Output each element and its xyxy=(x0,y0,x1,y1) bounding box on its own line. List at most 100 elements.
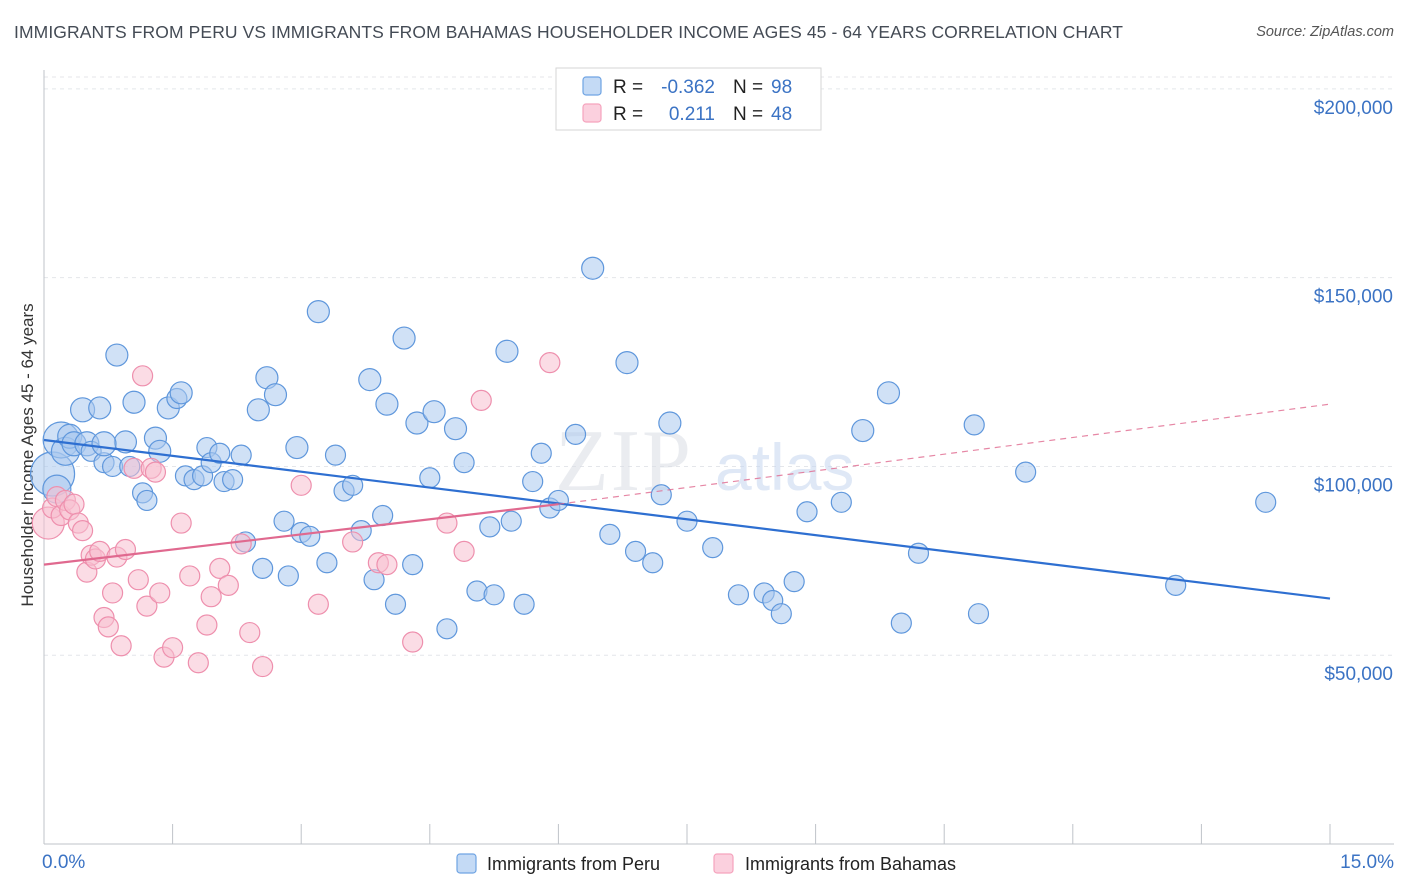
data-point-bahamas xyxy=(144,461,167,483)
bottom-legend-label-bahamas: Immigrants from Bahamas xyxy=(745,854,956,874)
legend-r-label-peru: R = xyxy=(613,77,643,98)
data-point-bahamas xyxy=(162,637,184,659)
data-point-bahamas xyxy=(402,631,424,653)
data-point-bahamas xyxy=(170,512,192,534)
y-tick-label: $200,000 xyxy=(1314,98,1393,119)
data-point-peru xyxy=(436,618,458,640)
data-point-bahamas xyxy=(239,621,261,644)
data-point-peru xyxy=(419,467,441,489)
data-point-bahamas xyxy=(97,616,119,638)
data-point-peru xyxy=(384,593,407,615)
data-point-peru xyxy=(273,510,295,532)
data-point-peru xyxy=(642,552,664,574)
data-point-peru xyxy=(830,491,852,513)
data-point-bahamas xyxy=(209,557,231,579)
data-point-peru xyxy=(495,339,519,363)
data-point-peru xyxy=(392,326,416,350)
data-point-peru xyxy=(443,417,468,441)
data-point-peru xyxy=(88,396,112,420)
data-point-bahamas xyxy=(290,474,312,496)
legend-r-value-bahamas: 0.211 xyxy=(669,104,715,125)
legend-n-value-bahamas: 48 xyxy=(771,104,792,125)
data-point-bahamas xyxy=(200,586,222,608)
data-point-peru xyxy=(513,593,535,615)
data-point-peru xyxy=(658,411,682,435)
series-bahamas-points xyxy=(31,352,561,678)
data-point-peru xyxy=(105,343,129,367)
data-point-peru xyxy=(770,603,792,625)
data-point-peru xyxy=(453,452,475,474)
bottom-legend-swatch-peru xyxy=(456,853,477,874)
data-point-bahamas xyxy=(342,531,364,553)
data-point-peru xyxy=(252,557,274,579)
data-point-bahamas xyxy=(307,593,329,615)
bottom-legend-swatch-bahamas xyxy=(713,853,734,874)
legend-n-label-bahamas: N = xyxy=(733,104,763,125)
data-point-peru xyxy=(358,368,382,392)
trend-lines xyxy=(43,403,1331,600)
data-point-peru xyxy=(851,418,875,443)
data-point-peru xyxy=(581,256,605,280)
data-point-peru xyxy=(263,383,288,407)
data-point-peru xyxy=(91,431,117,457)
data-point-peru xyxy=(530,442,552,464)
legend-r-value-peru: -0.362 xyxy=(661,77,715,98)
source-credit: Source: ZipAtlas.com xyxy=(1256,24,1394,40)
data-point-peru xyxy=(650,484,672,506)
data-point-bahamas xyxy=(187,652,209,674)
data-point-peru xyxy=(169,381,193,405)
series-peru-points xyxy=(29,256,1277,640)
trend-line-peru xyxy=(43,438,1331,600)
y-tick-label: $50,000 xyxy=(1324,664,1393,685)
bottom-legend: Immigrants from Peru Immigrants from Bah… xyxy=(456,853,956,874)
data-point-peru xyxy=(405,411,429,435)
data-point-peru xyxy=(375,392,399,416)
data-point-peru xyxy=(277,565,299,587)
data-point-bahamas xyxy=(71,520,94,542)
y-tick-label: $150,000 xyxy=(1314,287,1393,308)
data-point-peru xyxy=(324,444,347,466)
data-point-bahamas xyxy=(539,352,561,374)
chart-title: IMMIGRANTS FROM PERU VS IMMIGRANTS FROM … xyxy=(14,22,1124,42)
data-point-bahamas xyxy=(376,554,398,576)
data-point-bahamas xyxy=(63,493,85,515)
data-point-peru xyxy=(483,584,505,606)
data-point-bahamas xyxy=(131,365,154,387)
y-tick-label: $100,000 xyxy=(1314,475,1393,496)
legend-swatch-peru xyxy=(582,76,602,96)
data-point-peru xyxy=(209,442,231,464)
data-point-bahamas xyxy=(136,595,158,617)
data-point-peru xyxy=(285,435,309,460)
data-point-peru xyxy=(422,400,446,424)
x-tick-labels: 0.0% 15.0% xyxy=(42,852,1394,873)
data-point-bahamas xyxy=(149,582,171,604)
data-point-peru xyxy=(522,470,544,493)
x-tick-label-min: 0.0% xyxy=(42,852,85,873)
data-point-peru xyxy=(624,540,647,562)
watermark: ZIP atlas xyxy=(555,413,854,510)
bottom-legend-label-peru: Immigrants from Peru xyxy=(487,854,660,874)
data-point-peru xyxy=(967,603,990,625)
legend-n-label-peru: N = xyxy=(733,77,763,98)
data-point-peru xyxy=(402,554,424,576)
data-point-peru xyxy=(136,489,158,512)
data-point-peru xyxy=(547,489,570,512)
data-point-peru xyxy=(342,474,364,496)
legend-r-label-bahamas: R = xyxy=(613,104,643,125)
data-point-peru xyxy=(564,423,587,445)
gridlines xyxy=(44,76,1394,656)
data-point-peru xyxy=(299,525,321,547)
y-axis-label: Householder Income Ages 45 - 64 years xyxy=(18,303,37,606)
trend-line-extension-bahamas xyxy=(558,403,1331,505)
data-point-bahamas xyxy=(110,635,132,657)
x-tick-label-max: 15.0% xyxy=(1340,852,1394,873)
data-point-bahamas xyxy=(127,569,149,591)
data-point-bahamas xyxy=(217,574,239,596)
data-point-peru xyxy=(1255,491,1277,513)
data-point-bahamas xyxy=(196,614,218,636)
data-point-peru xyxy=(372,504,394,527)
data-point-peru xyxy=(500,510,522,532)
data-point-bahamas xyxy=(101,582,124,604)
data-point-bahamas xyxy=(252,655,274,678)
